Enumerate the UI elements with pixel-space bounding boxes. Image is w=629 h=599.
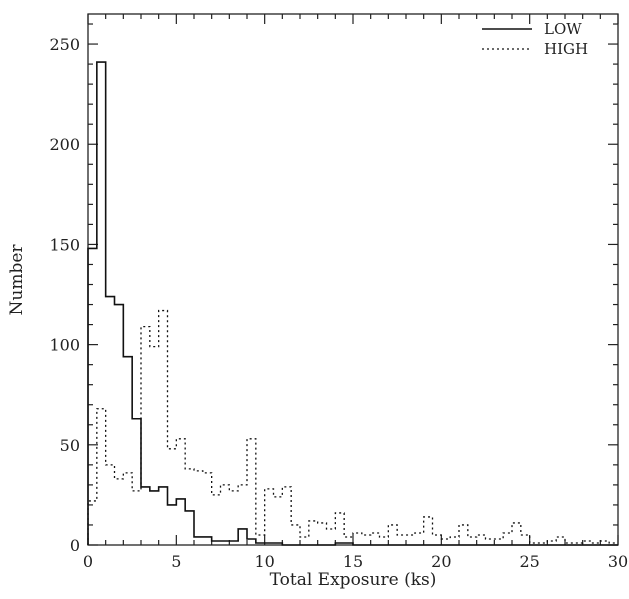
y-tick-label: 0 <box>70 536 80 555</box>
x-tick-label: 20 <box>431 552 451 571</box>
legend: LOW HIGH <box>482 20 588 58</box>
axis-ticks <box>87 14 619 546</box>
x-axis-title: Total Exposure (ks) <box>270 570 437 590</box>
plot-frame <box>87 13 619 546</box>
series-layer <box>87 61 618 546</box>
x-tick-label: 0 <box>83 552 93 571</box>
y-tick-labels: 0 50 100 150 200 250 <box>49 35 80 555</box>
y-tick-label: 150 <box>49 235 80 254</box>
y-tick-label: 100 <box>49 336 80 355</box>
y-axis-title: Number <box>7 244 27 316</box>
x-tick-label: 30 <box>608 552 628 571</box>
x-tick-label: 25 <box>519 552 539 571</box>
x-tick-labels: 0 5 10 15 20 25 30 <box>83 552 628 571</box>
y-tick-label: 50 <box>60 436 80 455</box>
x-tick-label: 5 <box>171 552 181 571</box>
series-low-histogram <box>87 61 618 546</box>
x-tick-label: 10 <box>254 552 274 571</box>
y-tick-label: 200 <box>49 135 80 154</box>
y-tick-label: 250 <box>49 35 80 54</box>
legend-label-high: HIGH <box>544 40 588 58</box>
x-tick-label: 15 <box>343 552 363 571</box>
legend-label-low: LOW <box>544 20 582 38</box>
series-high-histogram <box>87 309 618 545</box>
